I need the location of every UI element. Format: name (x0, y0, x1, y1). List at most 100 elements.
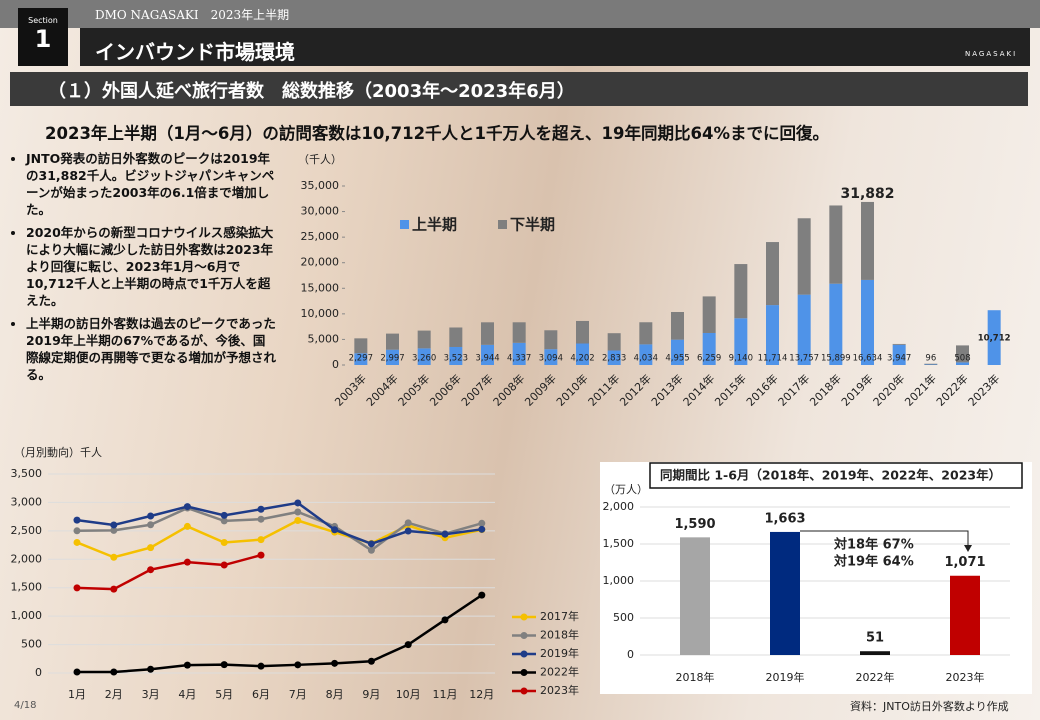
bar-segment (766, 242, 779, 306)
annotation: 対19年 64% (833, 554, 914, 570)
org: DMO NAGASAKI 2023年上半期 (95, 8, 290, 22)
y-tick-label: 2,500 (11, 524, 43, 537)
y-tick-label: 2,000 (11, 552, 43, 565)
marker (404, 641, 412, 649)
x-tick-label: 1月 (68, 688, 86, 701)
arrow (800, 530, 969, 548)
x-tick-label: 2018年 (676, 670, 715, 684)
marker (257, 662, 265, 670)
data-label: 9,140 (729, 354, 753, 364)
bar-segment (386, 333, 399, 350)
y-tick-label: 1,500 (603, 537, 635, 550)
bar-segment (734, 318, 748, 365)
bar-segment (576, 320, 589, 344)
marker (220, 539, 228, 547)
annotation: 31,882 (840, 186, 894, 202)
marker (478, 519, 486, 527)
legend-label: 下半期 (510, 216, 555, 234)
bar-segment (987, 310, 1001, 365)
y-tick-label: 3,500 (11, 467, 43, 480)
x-tick-label: 2011年 (585, 371, 622, 408)
marker (367, 657, 375, 665)
bar-segment (829, 205, 843, 284)
marker (147, 544, 155, 552)
x-tick-label: 2006年 (427, 371, 464, 408)
section-box: Section 1 (18, 8, 68, 66)
data-label: 3,260 (412, 354, 436, 364)
bar (860, 651, 890, 655)
bar-segment (481, 344, 494, 365)
line (76, 501, 482, 546)
marker (220, 517, 228, 525)
x-tick-label: 2023年 (946, 670, 985, 684)
marker (331, 659, 339, 667)
y-tick-label: 1,000 (603, 574, 635, 587)
marker (478, 525, 486, 533)
data-label: 10,712 (978, 334, 1011, 344)
arrowhead (964, 545, 972, 552)
data-label: 4,034 (634, 354, 658, 364)
x-tick-label: 2019年 (766, 670, 805, 684)
x-tick-label: 6月 (252, 688, 270, 701)
bar-segment (956, 362, 969, 365)
data-label: 13,757 (789, 354, 819, 364)
marker (404, 527, 412, 535)
x-tick-label: 2005年 (395, 371, 432, 408)
line (76, 519, 483, 559)
bar-segment (797, 218, 811, 295)
bar-segment (354, 353, 368, 365)
y-axis-label: （千人） (298, 153, 342, 166)
legend-label: 2023年 (540, 683, 579, 697)
marker (441, 616, 449, 624)
marker (110, 553, 118, 561)
x-tick-label: 2017年 (775, 371, 812, 408)
marker (220, 561, 228, 569)
marker (110, 521, 118, 529)
bar (680, 537, 710, 655)
marker (73, 538, 81, 546)
y-tick-label: 5,000 (308, 332, 340, 345)
y-tick-label: 25,000 (301, 230, 340, 243)
x-tick-label: 2007年 (458, 371, 495, 408)
bar (770, 531, 800, 655)
data-label: 2,997 (380, 354, 404, 364)
x-tick-label: 2019年 (838, 371, 875, 408)
data-label: 6,259 (697, 354, 721, 364)
bar-segment (576, 343, 589, 365)
marker (294, 499, 302, 507)
y-tick-label: 1,500 (11, 581, 43, 594)
bar-segment (702, 332, 716, 365)
marker (147, 665, 155, 673)
marker (404, 519, 412, 527)
marker (367, 546, 375, 554)
x-tick-label: 4月 (178, 688, 196, 701)
marker (110, 526, 118, 534)
marker (110, 585, 118, 593)
data-label: 4,337 (507, 354, 531, 364)
x-tick-label: 8月 (326, 688, 344, 701)
y-tick-label: 0 (332, 358, 339, 371)
bar-segment (607, 350, 621, 365)
x-tick-label: 2月 (105, 688, 123, 701)
legend-marker (520, 669, 528, 676)
bar-segment (734, 264, 748, 319)
x-tick-label: 2023年 (965, 371, 1002, 408)
bar-segment (861, 201, 874, 280)
y-tick-label: 0 (35, 666, 42, 679)
marker (257, 515, 265, 523)
y-tick-label: 20,000 (301, 256, 340, 269)
title-bar (80, 28, 1030, 66)
bar-segment (892, 343, 906, 345)
section-number: 1 (34, 25, 52, 53)
data-label: 3,523 (444, 354, 468, 364)
marker (183, 522, 191, 530)
marker (73, 584, 81, 592)
bar-segment (512, 322, 526, 343)
x-tick-label: 2008年 (490, 371, 527, 408)
bullet: 上半期の訪日外客数は過去のピークであった2019年上半期の67%であるが、今後、… (26, 315, 276, 383)
x-tick-label: 2022年 (933, 371, 970, 408)
legend-label: 2019年 (540, 646, 579, 660)
top-bar (0, 0, 1040, 28)
marker (110, 668, 118, 676)
